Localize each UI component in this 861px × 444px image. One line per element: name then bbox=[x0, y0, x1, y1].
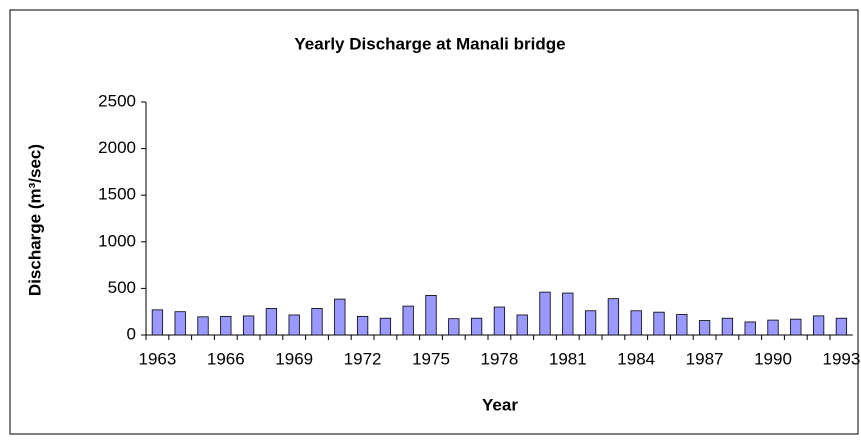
bar bbox=[721, 317, 734, 336]
bar bbox=[448, 318, 460, 336]
bar bbox=[220, 315, 232, 336]
bar bbox=[288, 314, 300, 336]
bar bbox=[653, 311, 665, 336]
y-tick-label: 2000 bbox=[98, 138, 136, 157]
x-tick-label: 1978 bbox=[480, 349, 518, 368]
bar bbox=[562, 292, 574, 336]
x-tick-label: 1987 bbox=[686, 349, 724, 368]
bar bbox=[835, 317, 848, 336]
bar bbox=[812, 315, 825, 336]
x-axis-label: Year bbox=[482, 395, 518, 414]
bar bbox=[174, 311, 186, 336]
x-tick-label: 1969 bbox=[275, 349, 313, 368]
x-tick-label: 1972 bbox=[344, 349, 382, 368]
bar bbox=[356, 315, 369, 336]
bar bbox=[676, 314, 688, 336]
chart-title: Yearly Discharge at Manali bridge bbox=[294, 34, 565, 53]
bar bbox=[151, 309, 164, 336]
bar bbox=[470, 317, 483, 336]
bar bbox=[539, 291, 551, 336]
x-tick-label: 1990 bbox=[754, 349, 792, 368]
x-tick-label: 1966 bbox=[207, 349, 245, 368]
y-axis-label: Discharge (m³/sec) bbox=[25, 144, 44, 296]
bar bbox=[493, 306, 506, 336]
x-tick-label: 1993 bbox=[822, 349, 860, 368]
bar bbox=[311, 308, 323, 336]
bar bbox=[425, 294, 437, 336]
y-tick-label: 500 bbox=[108, 278, 136, 297]
x-tick-label: 1963 bbox=[138, 349, 176, 368]
y-tick-label: 2500 bbox=[98, 91, 136, 110]
bar bbox=[630, 310, 642, 336]
bar bbox=[744, 321, 756, 336]
bar bbox=[197, 316, 209, 336]
chart-border bbox=[9, 9, 859, 435]
bar bbox=[584, 310, 597, 336]
bar bbox=[402, 305, 414, 336]
y-tick-label: 0 bbox=[127, 324, 136, 343]
bar bbox=[767, 319, 779, 336]
bar bbox=[516, 314, 528, 336]
bar bbox=[790, 318, 802, 336]
bar bbox=[242, 315, 255, 336]
y-tick-label: 1500 bbox=[98, 185, 136, 204]
bar bbox=[334, 298, 346, 336]
bar bbox=[379, 317, 392, 336]
bar bbox=[265, 308, 278, 336]
x-tick-label: 1981 bbox=[549, 349, 587, 368]
y-tick-label: 1000 bbox=[98, 231, 136, 250]
x-tick-label: 1984 bbox=[617, 349, 655, 368]
bar bbox=[698, 320, 711, 336]
bar bbox=[607, 298, 620, 336]
x-tick-label: 1975 bbox=[412, 349, 450, 368]
